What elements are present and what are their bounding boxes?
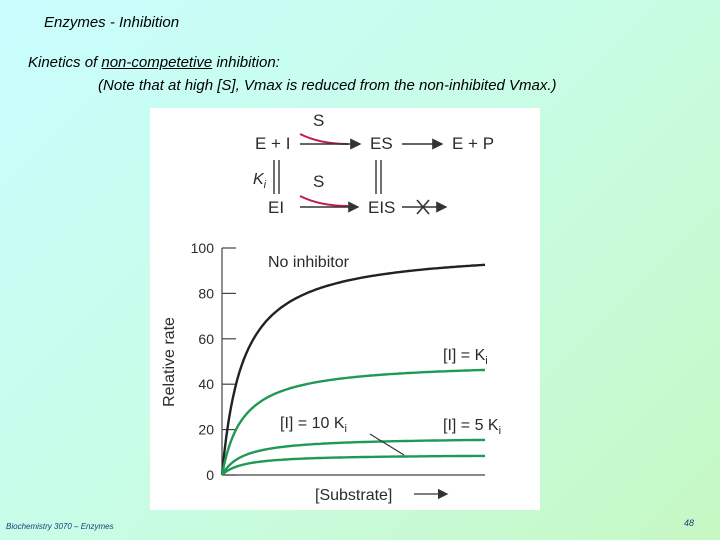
heading-suffix: inhibition: — [212, 54, 280, 71]
label-i-equals-ki: [I] = Ki — [443, 347, 488, 367]
y-tick-label: 0 — [206, 467, 214, 483]
y-tick-label: 20 — [198, 422, 214, 438]
curve-series-0 — [220, 263, 486, 476]
x-axis-label: [Substrate] — [315, 487, 392, 504]
page-number: 48 — [684, 518, 695, 528]
label-i-equals-5ki: [I] = 5 Ki — [443, 417, 501, 437]
heading-underlined-term: non-competetive — [101, 54, 213, 71]
inhibition-figure: E + I S ES E + P Ki S EI EIS 0 20 40 60 — [150, 108, 540, 510]
scheme-es: ES — [370, 134, 393, 153]
scheme-e-plus-i: E + I — [255, 134, 290, 153]
y-axis-label: Relative rate — [161, 317, 178, 407]
reaction-scheme: E + I S ES E + P Ki S EI EIS — [253, 111, 494, 217]
curve-group — [220, 263, 486, 476]
curve-series-3 — [221, 454, 485, 476]
kinetics-chart: 0 20 40 60 80 100 Relative rate [Substrate] N… — [161, 240, 501, 504]
y-tick-group: 0 20 40 60 80 100 — [191, 240, 236, 483]
scheme-ei: EI — [268, 198, 284, 217]
scheme-eis: EIS — [368, 198, 395, 217]
y-tick-label: 60 — [198, 331, 214, 347]
scheme-s-bottom: S — [313, 172, 324, 191]
slide-heading: Kinetics of non-competetive inhibition: — [28, 54, 280, 71]
pointer-10ki — [369, 433, 405, 456]
y-tick-label: 80 — [198, 285, 214, 301]
y-tick-label: 100 — [191, 240, 215, 256]
curve-series-1 — [220, 368, 486, 476]
substrate-binding-arrow-bottom — [299, 195, 349, 207]
heading-prefix: Kinetics of — [28, 54, 102, 71]
scheme-e-plus-p: E + P — [452, 134, 494, 153]
scheme-s-top: S — [313, 111, 324, 130]
label-no-inhibitor: No inhibitor — [268, 254, 350, 271]
label-i-equals-10ki: [I] = 10 Ki — [280, 415, 347, 435]
figure-svg: E + I S ES E + P Ki S EI EIS 0 20 40 60 — [161, 111, 501, 504]
slide-subheading: (Note that at high [S], Vmax is reduced … — [98, 77, 557, 94]
slide-footer: Biochemistry 3070 – Enzymes — [6, 522, 114, 531]
substrate-binding-arrow-top — [299, 133, 349, 145]
y-tick-label: 40 — [198, 376, 214, 392]
slide-header-title: Enzymes - Inhibition — [44, 14, 180, 31]
scheme-ki: Ki — [253, 171, 267, 191]
curve-series-2 — [220, 438, 485, 476]
blocked-cross-b — [416, 199, 430, 215]
